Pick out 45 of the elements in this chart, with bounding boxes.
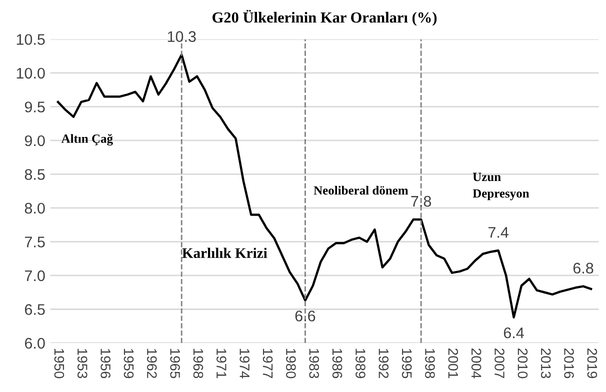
x-tick-label: 2010: [518, 348, 528, 378]
annotation: Uzun Depresyon: [472, 172, 530, 200]
y-tick-label: 10.5: [16, 34, 45, 45]
x-tick-label: 1992: [378, 348, 389, 378]
annotation: Neoliberal dönem: [314, 186, 408, 195]
data-label: 7.4: [488, 227, 508, 238]
data-label: 7.8: [411, 196, 432, 207]
x-tick-label: 2013: [540, 348, 551, 378]
y-tick-label: 6.5: [24, 304, 45, 315]
x-tick-label: 1968: [193, 348, 204, 378]
x-tick-label: 1962: [146, 348, 157, 378]
annotation: Altın Çağ: [61, 134, 113, 146]
chart-title: G20 Ülkelerinin Kar Oranları (%): [212, 10, 437, 26]
x-tick-label: 1956: [100, 348, 110, 378]
x-tick-label: 2004: [471, 348, 482, 378]
y-tick-label: 7.0: [24, 270, 45, 282]
x-tick-label: 2019: [587, 348, 598, 378]
y-tick-label: 10.0: [16, 68, 45, 79]
x-tick-label: 2016: [564, 348, 574, 378]
x-tick-label: 1989: [356, 348, 366, 378]
y-tick-label: 8.5: [24, 169, 45, 180]
x-tick-label: 1977: [262, 348, 273, 378]
x-tick-label: 2007: [494, 348, 504, 378]
x-tick-label: 1974: [240, 348, 250, 378]
x-tick-label: 1953: [77, 348, 88, 378]
x-tick-label: 2001: [448, 348, 458, 378]
x-tick-label: 1980: [286, 348, 296, 378]
y-tick-label: 7.5: [24, 236, 45, 248]
data-label: 6.8: [573, 262, 594, 274]
x-tick-label: 1983: [309, 348, 320, 378]
x-tick-label: 1998: [425, 348, 435, 378]
x-tick-label: 1986: [332, 348, 342, 378]
y-tick-label: 9.5: [24, 102, 45, 112]
annotation: Karlılık Krizi: [182, 248, 268, 258]
x-tick-label: 1971: [216, 348, 226, 378]
y-tick-label: 6.0: [24, 338, 45, 349]
y-tick-label: 9.0: [24, 135, 45, 146]
x-tick-label: 1965: [170, 348, 180, 378]
x-tick-label: 1995: [402, 348, 412, 378]
x-tick-label: 1950: [54, 348, 64, 378]
data-label: 6.6: [295, 310, 316, 322]
y-tick-label: 8.0: [24, 202, 45, 214]
data-label: 10.3: [168, 31, 196, 42]
x-tick-label: 1959: [124, 348, 134, 378]
data-label: 6.4: [504, 327, 524, 338]
